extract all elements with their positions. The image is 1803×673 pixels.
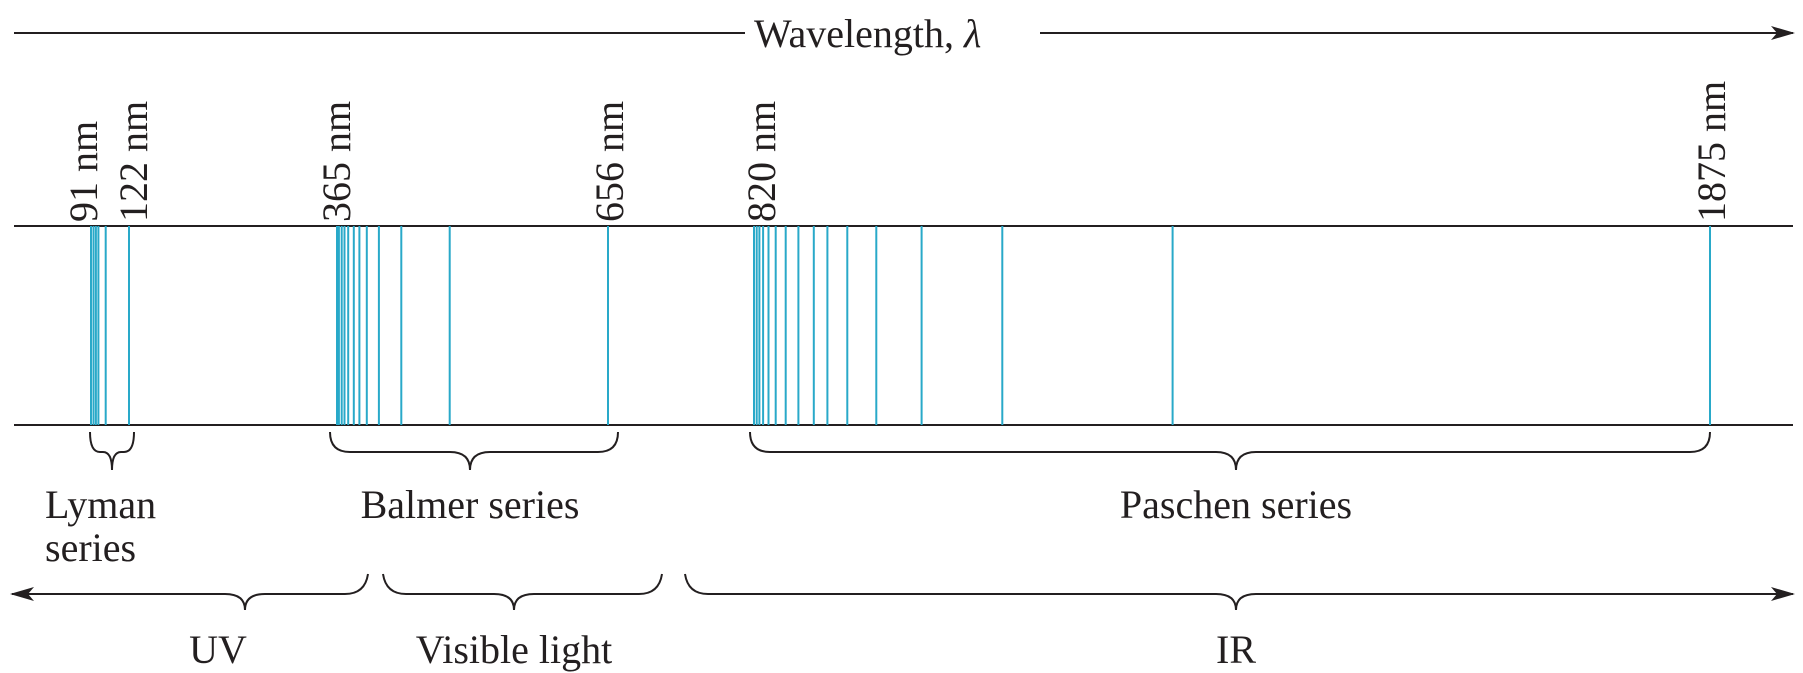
ir-region-brace [684, 573, 1237, 611]
lyman-series-label-line1: Lyman [45, 482, 156, 527]
lambda-symbol: λ [963, 11, 981, 56]
spectral-lines [90, 226, 1711, 425]
tick-labels: 91 nm 122 nm 365 nm 656 nm 820 nm 1875 n… [61, 81, 1734, 222]
wavelength-axis: Wavelength, λ [14, 11, 1795, 56]
tick-label-365: 365 nm [314, 101, 359, 222]
tick-label-1875: 1875 nm [1689, 81, 1734, 222]
balmer-series-label: Balmer series [361, 482, 580, 527]
lyman-series-label-line2: series [45, 525, 136, 570]
tick-label-91: 91 nm [61, 121, 106, 222]
lyman-series-brace [89, 431, 135, 471]
paschen-series-label: Paschen series [1120, 482, 1352, 527]
balmer-series-brace [329, 431, 619, 471]
ir-region-label: IR [1216, 627, 1256, 672]
uv-region-label: UV [189, 627, 247, 672]
tick-label-820: 820 nm [739, 101, 784, 222]
visible-region-brace [382, 573, 663, 611]
uv-region-brace [224, 573, 369, 611]
tick-label-122: 122 nm [111, 101, 156, 222]
axis-title-text: Wavelength, [754, 11, 964, 56]
paschen-series-brace [749, 431, 1711, 471]
wavelength-axis-title: Wavelength, λ [754, 11, 981, 56]
visible-region-label: Visible light [416, 627, 612, 672]
tick-label-656: 656 nm [587, 101, 632, 222]
ir-region-brace-right [1235, 593, 1257, 611]
